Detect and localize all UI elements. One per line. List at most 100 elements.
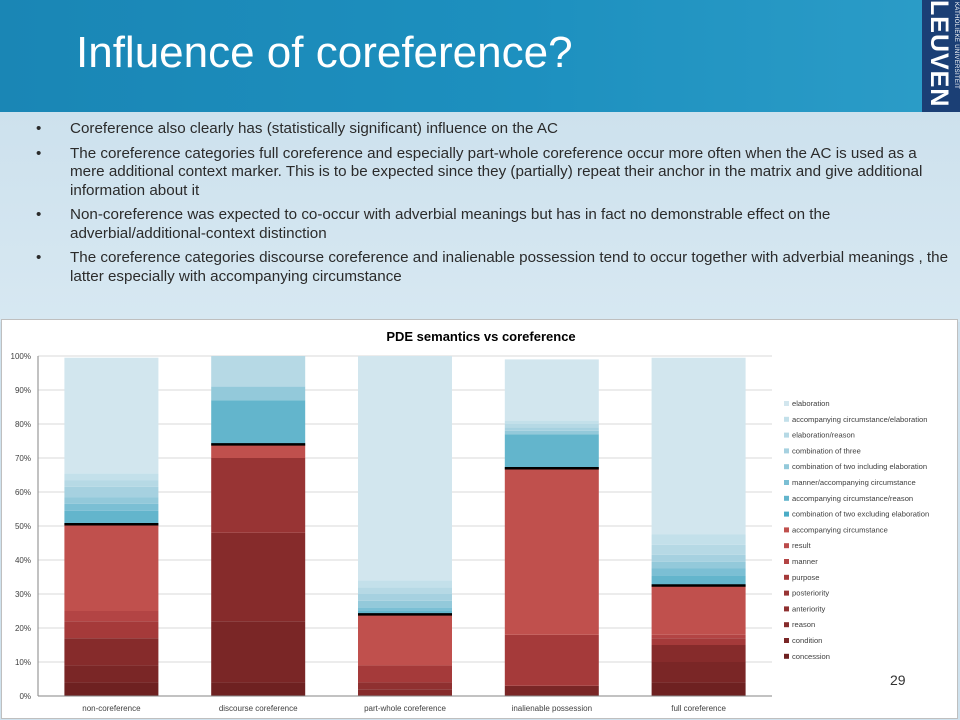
legend-label: combination of two including elaboration <box>792 462 927 471</box>
chart-y-axis: 0% 10% 20% 30% 40% 50% 60% 70% 80% 90% 100% <box>11 352 39 701</box>
bar-segment <box>211 400 306 445</box>
bar-segment <box>64 638 159 666</box>
bar-segment <box>504 434 599 469</box>
x-tick-label: inalienable possession <box>512 704 593 713</box>
chart-legend: elaboration accompanying circumstance/ela… <box>784 399 929 661</box>
bullet-text: The coreference categories discourse cor… <box>70 249 949 285</box>
chart-title: PDE semantics vs coreference <box>386 329 575 344</box>
legend-label: purpose <box>792 573 819 582</box>
bar-segment <box>651 634 746 639</box>
y-tick-label: 20% <box>15 624 31 633</box>
bar-segment <box>358 665 452 683</box>
bar-segment <box>504 427 599 431</box>
y-tick-label: 70% <box>15 454 31 463</box>
bar-segment <box>358 611 452 615</box>
bar-segment <box>504 634 599 686</box>
legend-swatch <box>784 622 789 628</box>
bar-segment <box>64 524 159 611</box>
y-tick-label: 40% <box>15 556 31 565</box>
bullet-dot-icon: • <box>36 144 42 162</box>
bar-segment <box>64 497 159 504</box>
x-tick-label: discourse coreference <box>219 704 298 713</box>
bar-segment <box>64 480 159 487</box>
legend-label: condition <box>792 636 822 645</box>
legend-label: posteriority <box>792 589 829 598</box>
legend-label: elaboration/reason <box>792 431 855 440</box>
bar-segment <box>504 430 599 435</box>
bullet-item: • The coreference categories full corefer… <box>36 145 951 201</box>
legend-label: accompanying circumstance <box>792 525 888 534</box>
bar-segment <box>211 682 306 696</box>
bar-segment <box>358 580 452 588</box>
chart-container: PDE semantics vs coreference 0% 10% 20% 30%… <box>1 319 958 719</box>
bar-segment <box>504 424 599 428</box>
bar-segment <box>64 510 159 525</box>
legend-swatch <box>784 574 789 580</box>
bar-segment <box>651 534 746 545</box>
bar-segment <box>651 544 746 555</box>
bullet-item: • The coreference categories discourse co… <box>36 249 951 286</box>
chart-bars <box>64 356 746 696</box>
chart-dividers <box>64 443 746 616</box>
bullet-item: • Non-coreference was expected to co-occu… <box>36 206 951 243</box>
legend-swatch <box>784 638 789 643</box>
bar-segment <box>358 594 452 601</box>
legend-label: concession <box>792 652 830 661</box>
bullet-dot-icon: • <box>36 120 42 137</box>
y-tick-label: 60% <box>15 488 31 497</box>
slide-title: Influence of coreference? <box>76 28 573 77</box>
bar-segment <box>358 600 452 608</box>
bar-segment <box>358 682 452 690</box>
x-tick-label: full coreference <box>671 704 726 713</box>
legend-swatch <box>784 495 789 501</box>
bar-segment <box>211 621 306 683</box>
legend-swatch <box>784 606 789 612</box>
bar-segment <box>64 621 159 639</box>
legend-label: reason <box>792 620 815 629</box>
bar-segment <box>651 561 746 569</box>
legend-label: manner/accompanying circumstance <box>792 478 916 487</box>
legend-swatch <box>784 416 789 422</box>
bullet-text: The coreference categories full corefere… <box>70 144 923 199</box>
bullet-list: • Coreference also clearly has (statistic… <box>36 120 951 292</box>
bar-segment <box>504 468 599 635</box>
legend-swatch <box>784 543 789 549</box>
y-tick-label: 30% <box>15 590 31 599</box>
bar-segment <box>211 386 306 401</box>
legend-swatch <box>784 653 789 659</box>
bullet-dot-icon: • <box>36 206 42 223</box>
legend-label: accompanying circumstance/reason <box>792 494 913 503</box>
bar-segment <box>651 682 746 696</box>
bar-segment <box>64 486 159 498</box>
legend-swatch <box>784 590 789 596</box>
legend-swatch <box>784 559 789 564</box>
bar-segment <box>358 356 452 581</box>
bar-segment <box>651 645 746 662</box>
legend-swatch <box>784 527 789 533</box>
bullet-text: Non-coreference was expected to co-occur… <box>70 206 831 242</box>
legend-label: manner <box>792 557 818 566</box>
y-tick-label: 10% <box>15 658 31 667</box>
legend-swatch <box>784 432 789 438</box>
legend-label: combination of three <box>792 446 861 455</box>
bullet-item: • Coreference also clearly has (statistic… <box>36 120 951 139</box>
bar-segment <box>651 554 746 562</box>
legend-label: combination of two excluding elaboration <box>792 510 929 519</box>
bar-segment <box>358 614 452 666</box>
slide-body-background <box>0 112 960 322</box>
bar-segment <box>64 503 159 511</box>
bar-segment <box>211 444 306 458</box>
bullet-dot-icon: • <box>36 249 42 266</box>
bar-segment <box>651 575 746 586</box>
legend-swatch <box>784 448 789 454</box>
university-logo: KATHOLIEKE UNIVERSITEIT LEUVEN <box>922 0 960 112</box>
bar-segment <box>651 357 746 535</box>
legend-swatch <box>784 511 789 517</box>
bar-segment <box>358 689 452 696</box>
bar-segment <box>64 665 159 683</box>
bar-segment <box>64 473 159 481</box>
stacked-bar-chart: PDE semantics vs coreference 0% 10% 20% 30%… <box>11 329 930 713</box>
bullet-text: Coreference also clearly has (statistica… <box>70 120 558 137</box>
legend-label: anteriority <box>792 604 826 613</box>
x-tick-label: non-coreference <box>82 704 141 713</box>
